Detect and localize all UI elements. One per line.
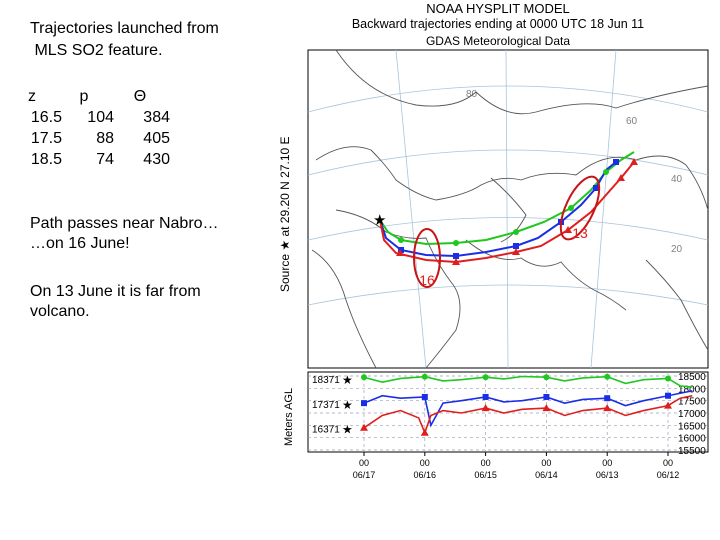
altitude-ylabel: Meters AGL	[283, 388, 295, 446]
cell-p-3: 74	[96, 151, 114, 168]
column-theta: Θ 384 405 430	[110, 86, 170, 170]
cell-z-1: 16.5	[30, 109, 62, 126]
lat-label-20: 20	[671, 244, 683, 255]
x-tick-date: 06/12	[657, 470, 680, 480]
x-tick-hour: 00	[663, 458, 673, 468]
x-tick-hour: 00	[541, 458, 551, 468]
altitude-left-ticks: 18371 ★17371 ★16371 ★	[312, 373, 353, 436]
header-p: p	[79, 88, 89, 105]
right-tick-label: 18500	[678, 372, 706, 383]
x-tick-hour: 00	[602, 458, 612, 468]
left-tick-label: 17371	[312, 400, 340, 411]
red-altitude-marker	[603, 404, 612, 412]
note-nabro: Path passes near Nabro… …on 16 June!	[30, 215, 219, 252]
blue-altitude-marker	[665, 392, 671, 399]
cell-p-1: 104	[87, 109, 114, 126]
source-star-icon: ★	[373, 212, 386, 229]
cell-theta-2: 405	[143, 130, 170, 147]
source-star-icon: ★	[342, 423, 353, 437]
source-star-icon: ★	[342, 373, 353, 387]
green-altitude-marker	[421, 373, 428, 380]
column-z: z 16.5 17.5 18.5	[2, 86, 62, 170]
column-p: p 104 88 74	[54, 86, 114, 170]
header-theta: Θ	[133, 88, 147, 105]
right-tick-label: 17500	[678, 397, 706, 408]
x-tick-date: 06/17	[353, 470, 376, 480]
altitude-panel: Meters AGL 18371 ★17371 ★16371 ★ 1850018000…	[283, 371, 709, 480]
x-tick-hour: 00	[420, 458, 430, 468]
right-tick-label: 16500	[678, 421, 706, 432]
altitude-x-ticks: 00 06/17 00 06/16 00 06/15 00 06/14 00 06/13 00 06/…	[353, 452, 680, 480]
right-tick-label: 17000	[678, 409, 706, 420]
coastlines	[311, 49, 709, 369]
slide-title: Trajectories launched from MLS SO2 featu…	[30, 20, 219, 59]
header-z: z	[28, 88, 36, 105]
x-tick-hour: 00	[481, 458, 491, 468]
x-tick-hour: 00	[359, 458, 369, 468]
red-altitude-line	[363, 394, 693, 435]
cell-theta-3: 430	[143, 151, 170, 168]
green-altitude-marker	[361, 374, 367, 381]
figure-header-3: GDAS Meteorological Data	[426, 34, 570, 48]
figure-header-1: NOAA HYSPLIT MODEL	[426, 1, 570, 16]
green-altitude-marker	[604, 373, 611, 380]
map-panel: 80 60 40 20 ★ 16 13	[307, 49, 709, 369]
red-markers	[396, 158, 638, 265]
blue-altitude-marker	[482, 393, 489, 400]
cell-theta-1: 384	[143, 109, 170, 126]
x-tick-date: 06/13	[596, 470, 619, 480]
x-tick-date: 06/15	[474, 470, 497, 480]
right-tick-label: 18000	[678, 384, 706, 395]
red-altitude-marker	[420, 428, 429, 436]
altitude-grid	[308, 372, 708, 452]
cell-p-2: 88	[96, 130, 114, 147]
left-tick-label: 16371	[312, 425, 340, 436]
altitude-series	[360, 373, 693, 436]
lat-label-80: 80	[466, 89, 478, 100]
blue-altitude-marker	[421, 393, 428, 400]
blue-altitude-marker	[604, 395, 611, 402]
green-altitude-marker	[482, 374, 489, 381]
left-tick-label: 18371	[312, 375, 340, 386]
source-star-icon: ★	[342, 398, 353, 412]
red-altitude-marker	[360, 423, 368, 431]
blue-altitude-marker	[361, 400, 367, 407]
red-altitude-marker	[664, 401, 672, 409]
cell-z-3: 18.5	[30, 151, 62, 168]
annotation-circle-13	[559, 175, 601, 241]
lat-label-60: 60	[626, 116, 638, 127]
annotation-label-13: 13	[572, 225, 588, 241]
cell-z-2: 17.5	[30, 130, 62, 147]
green-altitude-marker	[665, 375, 671, 382]
green-markers	[398, 169, 609, 246]
annotation-label-16: 16	[419, 272, 435, 288]
green-altitude-marker	[543, 374, 550, 381]
blue-altitude-marker	[543, 393, 550, 400]
note-13-june: On 13 June it is far from volcano.	[30, 283, 201, 320]
right-tick-label: 16000	[678, 434, 706, 445]
hysplit-figure: NOAA HYSPLIT MODEL Backward trajectories…	[278, 1, 709, 480]
map-graticule	[307, 49, 709, 369]
source-label: Source ★ at 29.20 N 27.10 E	[278, 136, 292, 292]
red-altitude-marker	[481, 404, 490, 412]
lat-label-40: 40	[671, 174, 683, 185]
green-altitude-line	[363, 375, 693, 388]
figure-header-2: Backward trajectories ending at 0000 UTC…	[352, 17, 644, 31]
x-tick-date: 06/16	[414, 470, 437, 480]
annotation-circle-16	[413, 228, 441, 288]
red-altitude-marker	[542, 404, 551, 412]
right-tick-label: 15500	[678, 446, 706, 457]
x-tick-date: 06/14	[535, 470, 558, 480]
